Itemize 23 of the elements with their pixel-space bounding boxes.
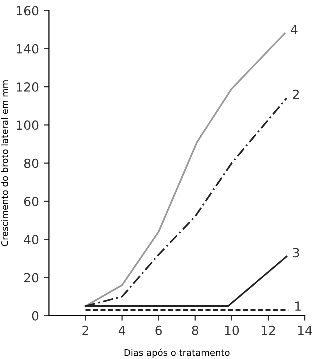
x-axis-title: Dias após o tratamento <box>124 348 230 358</box>
x-tick-label: 14 <box>298 326 312 336</box>
y-tick-label: 160 <box>16 6 39 16</box>
x-tick-label: 2 <box>82 326 88 336</box>
y-tick-label: 80 <box>24 158 39 168</box>
x-tick-label: 10 <box>225 326 240 336</box>
x-tick-label: 4 <box>118 326 126 336</box>
y-tick-label: 60 <box>24 196 39 206</box>
y-tick-label: 20 <box>24 273 39 283</box>
y-axis-title: Crescimento do broto lateral em mm <box>1 80 8 246</box>
series-label: 3 <box>293 248 300 258</box>
line-series <box>84 32 286 308</box>
y-tick-label: 0 <box>32 311 39 321</box>
series-label: 2 <box>293 90 300 100</box>
y-tick-label: 100 <box>16 120 39 130</box>
y-tick-label: 140 <box>16 44 39 54</box>
x-tick-label: 12 <box>262 326 276 336</box>
y-tick-label: 120 <box>16 82 39 92</box>
series-label: 1 <box>296 302 301 311</box>
x-tick-label: 8 <box>192 326 199 336</box>
series-label: 4 <box>291 25 298 34</box>
y-tick-label: 40 <box>24 235 39 245</box>
x-tick-label: 6 <box>156 326 162 336</box>
